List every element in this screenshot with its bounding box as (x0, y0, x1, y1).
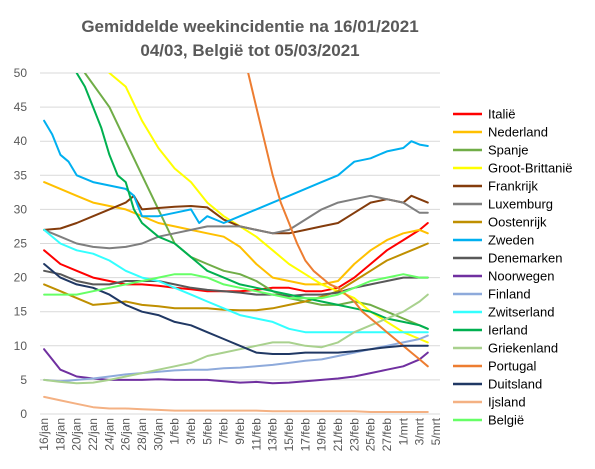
x-tick-label: 7/feb (217, 418, 231, 445)
series-line (43, 273, 429, 300)
y-tick-label: 45 (14, 100, 28, 114)
y-tick-label: 10 (14, 339, 28, 353)
x-tick-label: 9/feb (233, 418, 247, 445)
x-tick-label: 20/jan (70, 418, 84, 451)
series-line (83, 73, 429, 330)
x-tick-label: 21/feb (331, 418, 345, 452)
legend-label: Ierland (488, 323, 528, 338)
x-tick-label: 15/feb (282, 418, 296, 452)
legend: Italië Nederland Spanje Groot-Brittanië Fran… (453, 107, 573, 428)
x-tick-label: 24/jan (102, 418, 116, 451)
legend-label: België (488, 413, 524, 428)
chart-title-line1: Gemiddelde weekincidentie na 16/01/2021 (81, 17, 418, 36)
legend-label: Zwitserland (488, 305, 554, 320)
series-line (43, 263, 429, 355)
legend-label: Frankrijk (488, 179, 538, 194)
series-line (43, 194, 429, 235)
y-tick-label: 5 (20, 373, 27, 387)
x-tick-label: 27/feb (380, 418, 394, 452)
x-tick-label: 16/jan (37, 418, 51, 451)
y-tick-label: 30 (14, 202, 28, 216)
legend-label: Groot-Brittanië (488, 161, 573, 176)
series-line (43, 348, 429, 385)
series-line (43, 242, 429, 312)
x-axis-ticks: 16/jan 18/jan 20/jan 22/jan 24/jan 26/jan 28/j… (37, 417, 443, 451)
x-tick-label: 5/mrt (429, 417, 443, 445)
series-line (247, 73, 429, 368)
x-tick-label: 18/jan (53, 418, 67, 451)
legend-label: Ijsland (488, 395, 526, 410)
x-tick-label: 26/jan (119, 418, 133, 451)
series-line (43, 222, 429, 293)
y-tick-label: 40 (14, 134, 28, 148)
x-tick-label: 1/mrt (396, 417, 410, 445)
y-tick-label: 50 (14, 66, 28, 80)
y-tick-label: 35 (14, 168, 28, 182)
y-tick-label: 0 (20, 407, 27, 421)
legend-label: Portugal (488, 359, 537, 374)
x-tick-label: 23/feb (347, 418, 361, 452)
series-line (43, 293, 429, 385)
series-line (43, 269, 429, 297)
series-line (108, 73, 429, 344)
legend-label: Spanje (488, 143, 528, 158)
x-tick-label: 1/feb (168, 418, 182, 445)
y-tick-label: 25 (14, 237, 28, 251)
x-tick-label: 5/feb (200, 418, 214, 445)
series-line (43, 119, 429, 224)
legend-label: Oostenrijk (488, 215, 547, 230)
y-axis-ticks: 0 5 10 15 20 25 30 35 40 45 50 (14, 66, 28, 421)
y-tick-label: 20 (14, 271, 28, 285)
x-tick-label: 3/mrt (413, 417, 427, 445)
series-line (43, 181, 429, 286)
legend-label: Denemarken (488, 251, 562, 266)
x-tick-label: 22/jan (86, 418, 100, 451)
legend-label: Zweden (488, 233, 534, 248)
legend-label: Nederland (488, 125, 548, 140)
legend-label: Finland (488, 287, 531, 302)
series-line (43, 228, 429, 334)
x-tick-label: 17/feb (298, 418, 312, 452)
series-line (43, 395, 429, 413)
x-tick-label: 30/jan (151, 418, 165, 451)
legend-label: Noorwegen (488, 269, 555, 284)
x-tick-label: 3/feb (184, 418, 198, 445)
legend-label: Luxemburg (488, 197, 553, 212)
chart-title-line2: 04/03, België tot 05/03/2021 (140, 41, 359, 60)
x-tick-label: 11/feb (249, 418, 263, 451)
x-tick-label: 19/feb (315, 418, 329, 452)
legend-label: Griekenland (488, 341, 558, 356)
legend-label: Duitsland (488, 377, 542, 392)
y-tick-label: 15 (14, 305, 28, 319)
x-tick-label: 25/feb (364, 418, 378, 452)
legend-label: Italië (488, 107, 515, 122)
series-lines (43, 73, 429, 413)
series-line (43, 334, 429, 383)
x-tick-label: 28/jan (135, 418, 149, 451)
x-tick-label: 13/feb (266, 418, 280, 452)
series-line (75, 73, 429, 330)
series-line (43, 194, 429, 250)
